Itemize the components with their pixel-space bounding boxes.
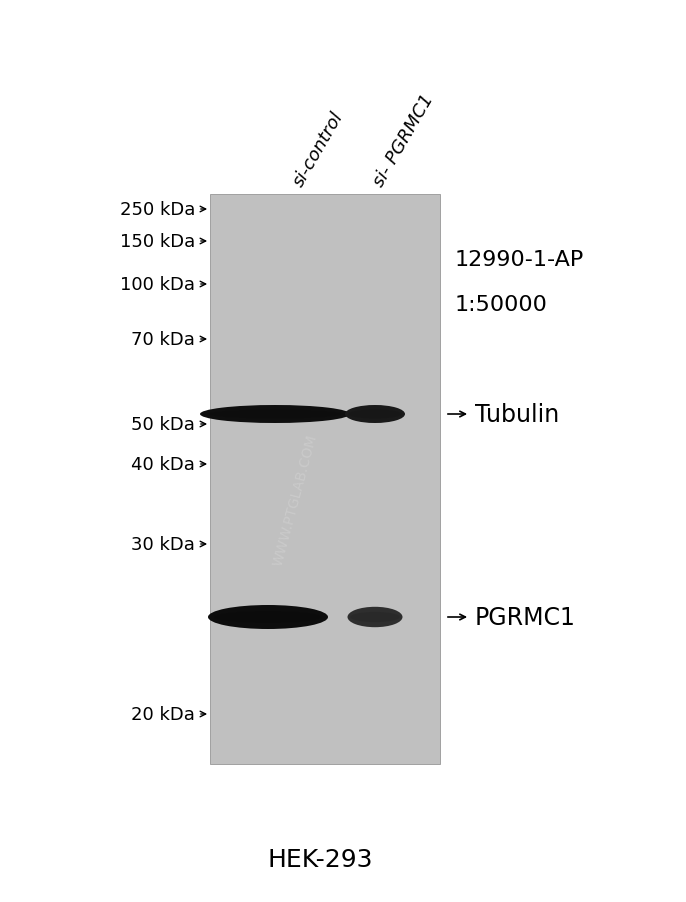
Ellipse shape [348, 607, 403, 628]
Text: Tubulin: Tubulin [475, 402, 559, 427]
Text: 12990-1-AP: 12990-1-AP [455, 250, 584, 270]
Text: 30 kDa: 30 kDa [131, 536, 195, 554]
Text: 50 kDa: 50 kDa [131, 416, 195, 434]
Text: si-control: si-control [290, 108, 347, 189]
Text: 70 kDa: 70 kDa [131, 331, 195, 348]
Ellipse shape [200, 406, 350, 424]
Ellipse shape [345, 406, 405, 424]
Text: 1:50000: 1:50000 [455, 295, 548, 315]
Bar [210, 195, 440, 764]
Ellipse shape [207, 410, 342, 419]
Text: PGRMC1: PGRMC1 [475, 605, 576, 630]
Text: HEK-293: HEK-293 [268, 847, 372, 871]
Ellipse shape [351, 612, 400, 622]
Ellipse shape [214, 612, 322, 623]
Text: 150 kDa: 150 kDa [120, 233, 195, 251]
Text: 100 kDa: 100 kDa [120, 276, 195, 294]
Text: 20 kDa: 20 kDa [131, 705, 195, 723]
Text: si- PGRMC1: si- PGRMC1 [370, 91, 438, 189]
Ellipse shape [208, 605, 328, 630]
Ellipse shape [348, 410, 402, 419]
Text: WWW.PTGLAB.COM: WWW.PTGLAB.COM [271, 432, 320, 566]
Text: 250 kDa: 250 kDa [119, 201, 195, 219]
Text: 40 kDa: 40 kDa [131, 456, 195, 474]
